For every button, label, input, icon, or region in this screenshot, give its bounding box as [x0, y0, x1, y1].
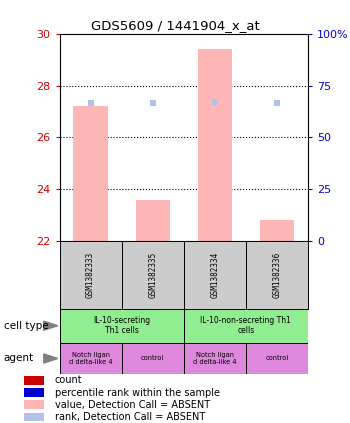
Text: GSM1382336: GSM1382336 [272, 252, 281, 298]
Text: GSM1382333: GSM1382333 [86, 252, 95, 298]
Text: IL-10-non-secreting Th1
cells: IL-10-non-secreting Th1 cells [201, 316, 291, 335]
Text: Notch ligan
d delta-like 4: Notch ligan d delta-like 4 [69, 352, 112, 365]
Text: count: count [55, 376, 82, 385]
Point [212, 99, 218, 106]
Bar [184, 343, 246, 374]
Bar [60, 309, 184, 343]
Text: Notch ligan
d delta-like 4: Notch ligan d delta-like 4 [193, 352, 237, 365]
Text: value, Detection Call = ABSENT: value, Detection Call = ABSENT [55, 400, 210, 410]
Text: rank, Detection Call = ABSENT: rank, Detection Call = ABSENT [55, 412, 205, 422]
Polygon shape [44, 354, 58, 363]
Text: GSM1382334: GSM1382334 [210, 252, 219, 298]
Text: GDS5609 / 1441904_x_at: GDS5609 / 1441904_x_at [91, 19, 259, 32]
Text: percentile rank within the sample: percentile rank within the sample [55, 387, 220, 398]
Text: agent: agent [4, 354, 34, 363]
Point [150, 100, 155, 107]
Bar [246, 343, 308, 374]
Text: cell type: cell type [4, 321, 48, 331]
Point [274, 100, 280, 107]
Text: control: control [265, 355, 288, 362]
Point [88, 100, 93, 107]
Bar [260, 220, 294, 241]
Bar [24, 388, 44, 397]
Bar [24, 401, 44, 409]
Bar [135, 200, 170, 241]
Bar [198, 49, 232, 241]
Text: GSM1382335: GSM1382335 [148, 252, 157, 298]
Polygon shape [44, 321, 58, 330]
Bar [60, 343, 122, 374]
Bar [122, 343, 184, 374]
Bar [74, 107, 108, 241]
Bar [24, 412, 44, 421]
Text: IL-10-secreting
Th1 cells: IL-10-secreting Th1 cells [93, 316, 150, 335]
Bar [24, 376, 44, 385]
Bar [184, 309, 308, 343]
Text: control: control [141, 355, 164, 362]
